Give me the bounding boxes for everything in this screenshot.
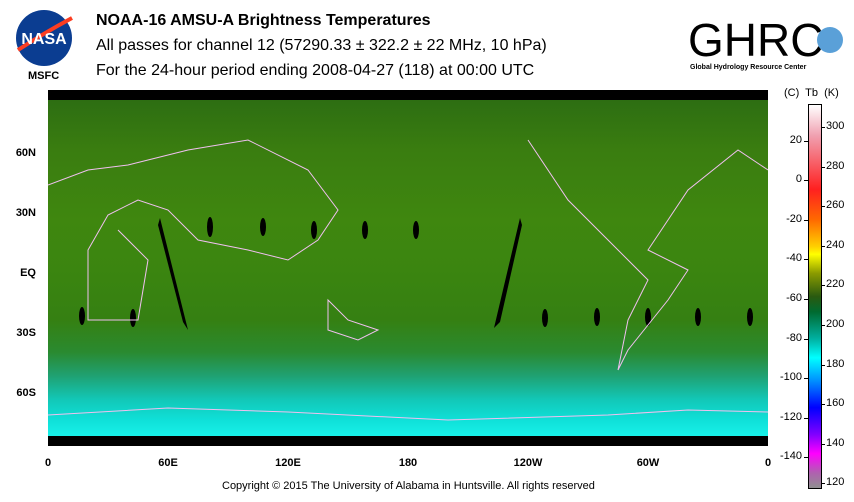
brightness-temperature-map bbox=[48, 90, 768, 446]
colorbar-tick bbox=[821, 285, 825, 287]
antarctica-coastline bbox=[48, 407, 768, 421]
channel-subtitle: All passes for channel 12 (57290.33 ± 32… bbox=[96, 37, 547, 54]
nasa-logo: NASA bbox=[16, 10, 73, 66]
kelvin-label: 140 bbox=[826, 436, 845, 449]
lat-label-60n: 60N bbox=[15, 147, 36, 159]
celsius-label: 20 bbox=[789, 133, 802, 146]
data-gap bbox=[207, 217, 213, 237]
data-gap bbox=[747, 308, 753, 326]
colorbar-tick bbox=[821, 245, 825, 247]
svg-text:GHRC: GHRC bbox=[688, 14, 823, 66]
data-gap bbox=[494, 218, 522, 328]
lon-label-0: 0 bbox=[44, 457, 52, 469]
data-gap bbox=[79, 307, 85, 325]
colorbar-tick bbox=[804, 457, 808, 459]
ghrc-logo: GHRC bbox=[688, 14, 843, 66]
colorbar-header: (C) Tb (K) bbox=[784, 87, 839, 99]
msfc-label: MSFC bbox=[28, 70, 60, 82]
kelvin-label: 180 bbox=[826, 357, 845, 370]
data-gap bbox=[695, 308, 701, 326]
copyright: Copyright © 2015 The University of Alaba… bbox=[222, 480, 595, 492]
colorbar-tick bbox=[821, 127, 825, 128]
colorbar-tick bbox=[821, 325, 825, 326]
colorbar-tick bbox=[804, 338, 808, 340]
kelvin-label: 120 bbox=[826, 476, 845, 489]
data-gap bbox=[311, 221, 317, 239]
data-gap bbox=[413, 221, 419, 239]
data-gap bbox=[260, 218, 266, 236]
period-subtitle: For the 24-hour period ending 2008-04-27… bbox=[96, 62, 535, 79]
colorbar-tick bbox=[821, 364, 825, 366]
celsius-label: -60 bbox=[786, 291, 802, 304]
colorbar-tick bbox=[821, 404, 825, 406]
colorbar bbox=[808, 104, 822, 489]
colorbar-tick bbox=[821, 166, 825, 168]
lon-label-120e: 120E bbox=[275, 457, 301, 469]
colorbar-tick bbox=[821, 443, 825, 445]
colorbar-tick bbox=[804, 417, 808, 419]
lon-label-60e: 60E bbox=[158, 457, 178, 469]
data-gap bbox=[594, 308, 600, 326]
celsius-label: -80 bbox=[786, 331, 802, 344]
data-gap bbox=[645, 308, 651, 326]
lat-label-30n: 30N bbox=[15, 207, 36, 219]
colorbar-tick bbox=[821, 483, 825, 485]
colorbar-tick bbox=[804, 298, 808, 300]
kelvin-label: 160 bbox=[826, 397, 845, 410]
kelvin-label: 220 bbox=[826, 278, 845, 291]
colorbar-tick bbox=[821, 206, 825, 208]
celsius-label: -100 bbox=[779, 371, 802, 384]
celsius-label: -140 bbox=[779, 450, 802, 463]
data-gap bbox=[362, 221, 368, 239]
kelvin-label: 280 bbox=[826, 159, 845, 172]
data-gap bbox=[130, 309, 136, 327]
page-title: NOAA-16 AMSU-A Brightness Temperatures bbox=[96, 12, 431, 29]
colorbar-tick bbox=[804, 219, 808, 221]
colorbar-tick bbox=[804, 259, 808, 261]
lat-label-30s: 30S bbox=[16, 327, 36, 339]
lat-label-eq: EQ bbox=[20, 267, 36, 279]
colorbar-tick bbox=[804, 180, 808, 182]
svg-text:NASA: NASA bbox=[21, 31, 67, 48]
celsius-label: -40 bbox=[786, 252, 802, 265]
coastline bbox=[48, 139, 768, 371]
lon-label-0-east: 0 bbox=[764, 457, 772, 469]
kelvin-label: 200 bbox=[826, 318, 845, 330]
celsius-label: -20 bbox=[786, 212, 802, 225]
kelvin-label: 240 bbox=[826, 238, 845, 251]
lat-label-60s: 60S bbox=[16, 387, 36, 399]
colorbar-tick bbox=[804, 140, 808, 142]
kelvin-label: 260 bbox=[826, 199, 845, 212]
data-gap-swaths bbox=[48, 139, 768, 421]
lon-label-120w: 120W bbox=[513, 457, 543, 469]
ghrc-subtitle: Global Hydrology Resource Center bbox=[690, 64, 807, 71]
kelvin-label: 300 bbox=[826, 120, 845, 132]
lon-label-60w: 60W bbox=[636, 457, 660, 469]
celsius-label: 0 bbox=[795, 173, 802, 186]
colorbar-tick bbox=[804, 378, 808, 380]
celsius-label: -120 bbox=[779, 410, 802, 423]
data-gap bbox=[158, 218, 188, 330]
data-gap bbox=[542, 309, 548, 327]
lon-label-180: 180 bbox=[398, 457, 418, 469]
